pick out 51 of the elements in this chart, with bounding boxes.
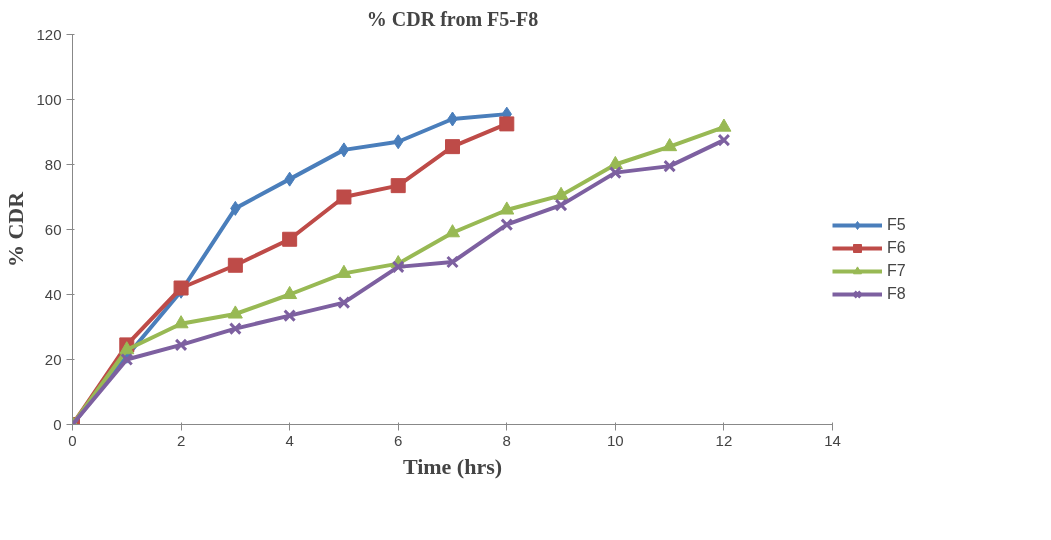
point <box>337 296 351 310</box>
point <box>336 264 352 278</box>
point <box>227 305 243 319</box>
x-tick-label: 12 <box>715 431 733 449</box>
point <box>119 341 135 355</box>
y-tick-label: 0 <box>53 415 62 433</box>
point <box>500 218 514 232</box>
point <box>716 118 732 132</box>
point <box>391 260 405 274</box>
legend-label: F6 <box>887 239 907 257</box>
point <box>227 257 243 273</box>
point <box>120 353 134 366</box>
point <box>173 315 189 329</box>
x-tick-label: 14 <box>824 431 841 449</box>
point <box>282 285 298 300</box>
y-axis-title: % CDR <box>3 190 29 268</box>
y-tick-label: 120 <box>36 25 62 43</box>
point <box>174 338 188 352</box>
y-tick-label: 60 <box>44 220 62 238</box>
point <box>446 255 459 269</box>
point <box>608 166 622 180</box>
point <box>338 142 350 158</box>
x-tick-label: 6 <box>394 431 403 449</box>
point <box>663 159 677 173</box>
point <box>283 309 297 323</box>
x-axis-title: Time (hrs) <box>402 453 503 479</box>
x-tick-label: 10 <box>607 431 624 449</box>
point <box>553 186 569 200</box>
y-tick-label: 100 <box>36 90 62 108</box>
point <box>499 201 515 215</box>
y-tick-label: 20 <box>44 350 62 368</box>
point <box>228 322 242 336</box>
y-tick-label: 40 <box>44 285 62 303</box>
point <box>445 139 460 155</box>
point <box>445 224 460 238</box>
y-tick-label: 80 <box>44 155 62 173</box>
point <box>336 189 352 205</box>
legend-label: F5 <box>887 216 907 234</box>
x-tick-label: 8 <box>502 431 511 449</box>
point <box>554 198 568 212</box>
legend-label: F8 <box>887 285 907 303</box>
point <box>662 138 678 152</box>
x-tick-label: 2 <box>176 431 186 449</box>
legend-label: F7 <box>887 262 907 280</box>
point <box>499 116 515 132</box>
x-tick-label: 4 <box>285 431 294 449</box>
point <box>717 133 731 147</box>
point <box>390 178 406 194</box>
point <box>282 231 298 247</box>
chart-title: % CDR from F5-F8 <box>366 7 539 30</box>
x-tick-label: 0 <box>68 431 77 449</box>
